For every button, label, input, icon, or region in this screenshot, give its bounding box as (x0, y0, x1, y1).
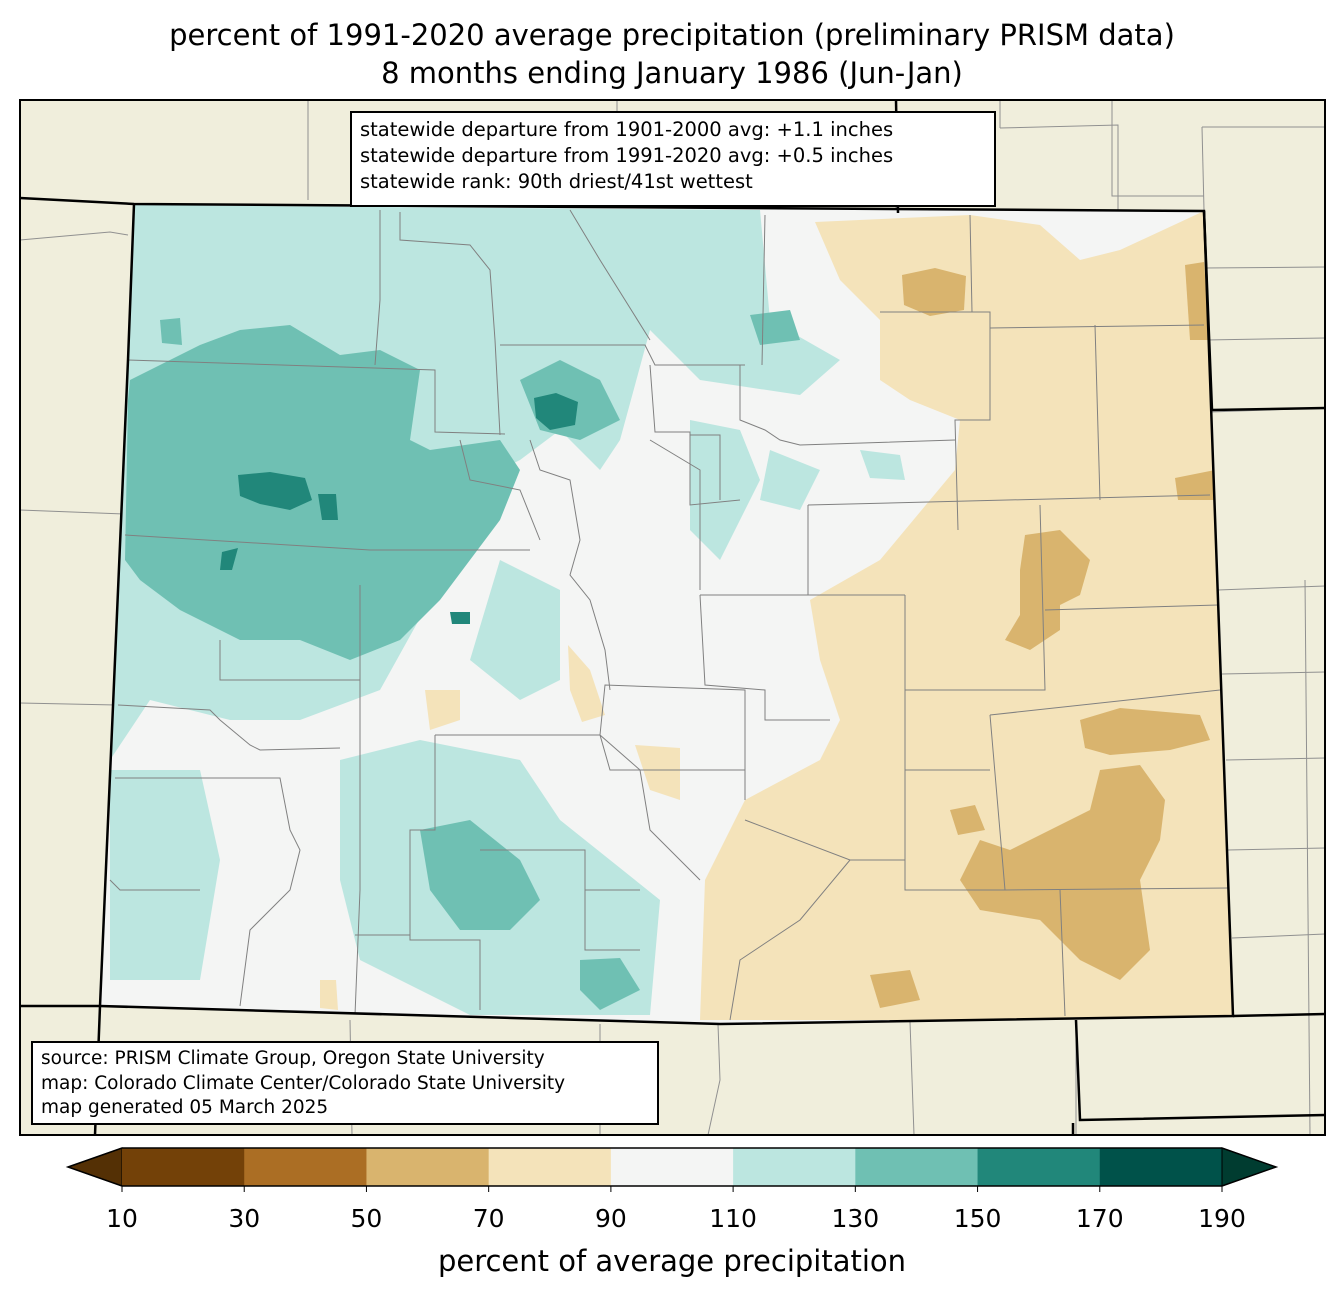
colorbar-tick-label: 10 (106, 1204, 138, 1233)
colorbar-tick-label: 70 (472, 1204, 505, 1233)
stats-line2: statewide departure from 1991-2020 avg: … (360, 144, 894, 167)
colorbar-tick-label: 110 (709, 1204, 757, 1233)
colorbar-tick-label: 90 (594, 1204, 627, 1233)
colorbar-segment (488, 1148, 612, 1186)
map-frame (19, 99, 1326, 1136)
colorbar-tick-label: 190 (1198, 1204, 1246, 1233)
colorbar-tick-label: 30 (228, 1204, 261, 1233)
colorbar-segment (122, 1148, 245, 1186)
colorbar-over-arrow (1221, 1147, 1278, 1187)
map-title-line1: percent of 1991-2020 average precipitati… (169, 18, 1175, 52)
colorbar-segment (366, 1148, 490, 1186)
source-line1: source: PRISM Climate Group, Oregon Stat… (41, 1048, 545, 1069)
colorbar-segment (610, 1148, 734, 1186)
colorado-precip-field (100, 204, 1233, 1024)
map-title-line2: 8 months ending January 1986 (Jun-Jan) (381, 56, 963, 90)
colorbar-segment (1099, 1148, 1223, 1186)
colorbar-segment (977, 1148, 1101, 1186)
source-line3: map generated 05 March 2025 (41, 1097, 329, 1118)
colorbar-tick-label: 130 (831, 1204, 880, 1233)
colorbar-under-arrow (66, 1147, 123, 1187)
colorbar-label: percent of average precipitation (437, 1244, 907, 1278)
colorbar-segment (733, 1148, 856, 1186)
colorbar-tick-label: 50 (350, 1204, 383, 1233)
stats-line1: statewide departure from 1901-2000 avg: … (360, 118, 894, 141)
source-line2: map: Colorado Climate Center/Colorado St… (41, 1072, 566, 1094)
stats-line3: statewide rank: 90th driest/41st wettest (360, 170, 753, 193)
colorbar-tick-label: 170 (1075, 1204, 1124, 1233)
source-box: source: PRISM Climate Group, Oregon Stat… (31, 1041, 659, 1125)
colorbar-segment (244, 1148, 367, 1186)
colorbar-segment (855, 1148, 979, 1186)
colorbar (65, 1147, 1279, 1192)
county-lines (109, 209, 1231, 1021)
colorbar-tick-label: 150 (953, 1204, 1002, 1233)
stats-box: statewide departure from 1901-2000 avg: … (350, 111, 996, 207)
